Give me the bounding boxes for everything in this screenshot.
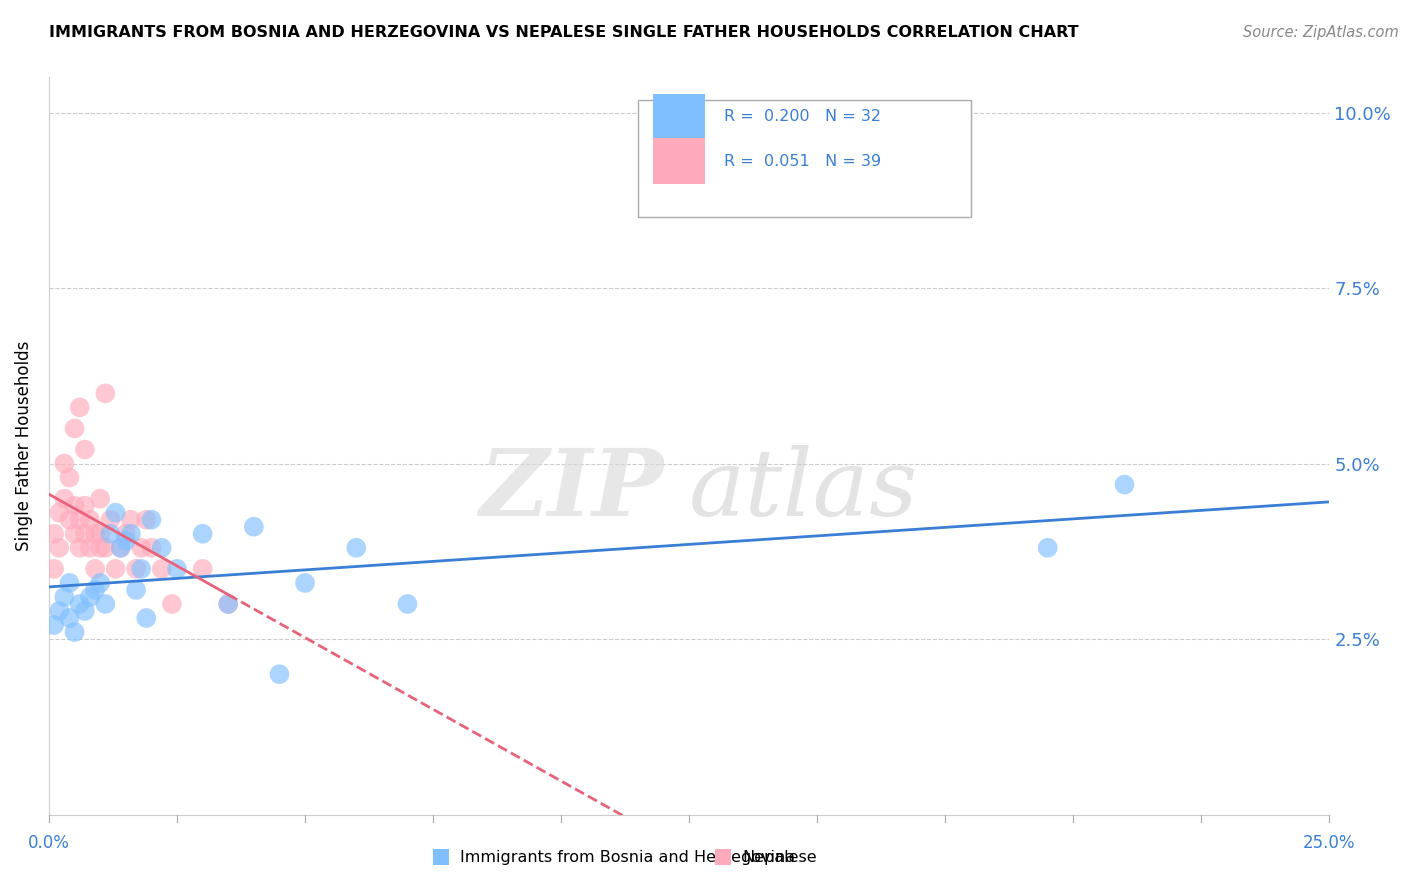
Y-axis label: Single Father Households: Single Father Households — [15, 341, 32, 551]
Point — [42, 526, 65, 541]
Point — [69, 401, 91, 415]
Point — [53, 590, 76, 604]
Point — [58, 575, 80, 590]
Point — [42, 562, 65, 576]
Point — [125, 582, 148, 597]
FancyBboxPatch shape — [654, 94, 704, 140]
Point — [135, 513, 157, 527]
Point — [104, 506, 127, 520]
Text: Nepalese: Nepalese — [742, 850, 817, 864]
Text: Immigrants from Bosnia and Herzegovina: Immigrants from Bosnia and Herzegovina — [460, 850, 796, 864]
Point — [114, 533, 136, 548]
Point — [120, 526, 142, 541]
Point — [110, 541, 132, 555]
Text: 0.0%: 0.0% — [28, 834, 70, 852]
Point — [89, 575, 111, 590]
Point — [63, 625, 86, 640]
Point — [100, 513, 122, 527]
Point — [294, 575, 316, 590]
Text: 25.0%: 25.0% — [1303, 834, 1355, 852]
Point — [69, 541, 91, 555]
Point — [84, 562, 107, 576]
Point — [110, 541, 132, 555]
Point — [53, 491, 76, 506]
Point — [63, 526, 86, 541]
Point — [94, 386, 117, 401]
Point — [243, 520, 266, 534]
Text: atlas: atlas — [689, 445, 918, 535]
Point — [84, 526, 107, 541]
Point — [1114, 477, 1136, 491]
Point — [79, 590, 101, 604]
Point — [129, 541, 152, 555]
Point — [191, 526, 214, 541]
Point — [396, 597, 419, 611]
Text: R =  0.200   N = 32: R = 0.200 N = 32 — [724, 110, 880, 124]
Point — [63, 421, 86, 435]
Point — [48, 506, 70, 520]
Point — [53, 457, 76, 471]
Point — [69, 513, 91, 527]
Point — [135, 611, 157, 625]
Point — [94, 597, 117, 611]
Point — [58, 611, 80, 625]
Point — [166, 562, 188, 576]
Point — [269, 667, 291, 681]
Point — [73, 604, 96, 618]
Point — [79, 513, 101, 527]
Point — [48, 541, 70, 555]
Text: ZIP: ZIP — [479, 445, 664, 535]
Point — [89, 541, 111, 555]
Point — [114, 526, 136, 541]
Point — [160, 597, 183, 611]
FancyBboxPatch shape — [654, 138, 704, 185]
Point — [89, 526, 111, 541]
Point — [73, 526, 96, 541]
Point — [120, 513, 142, 527]
Point — [141, 513, 163, 527]
Point — [129, 562, 152, 576]
Point — [58, 513, 80, 527]
FancyBboxPatch shape — [638, 100, 972, 218]
Point — [344, 541, 367, 555]
Point — [42, 618, 65, 632]
Point — [125, 562, 148, 576]
Point — [69, 597, 91, 611]
Text: R =  0.051   N = 39: R = 0.051 N = 39 — [724, 153, 882, 169]
Point — [191, 562, 214, 576]
Point — [48, 604, 70, 618]
Point — [63, 499, 86, 513]
Point — [150, 562, 173, 576]
Point — [73, 442, 96, 457]
Point — [89, 491, 111, 506]
Point — [150, 541, 173, 555]
Point — [79, 541, 101, 555]
Point — [100, 526, 122, 541]
Text: Source: ZipAtlas.com: Source: ZipAtlas.com — [1243, 25, 1399, 40]
Point — [73, 499, 96, 513]
Point — [94, 541, 117, 555]
Point — [1036, 541, 1059, 555]
Point — [217, 597, 239, 611]
Point — [141, 541, 163, 555]
Point — [84, 582, 107, 597]
Point — [104, 562, 127, 576]
Text: IMMIGRANTS FROM BOSNIA AND HERZEGOVINA VS NEPALESE SINGLE FATHER HOUSEHOLDS CORR: IMMIGRANTS FROM BOSNIA AND HERZEGOVINA V… — [49, 25, 1078, 40]
Point — [58, 470, 80, 484]
Point — [217, 597, 239, 611]
